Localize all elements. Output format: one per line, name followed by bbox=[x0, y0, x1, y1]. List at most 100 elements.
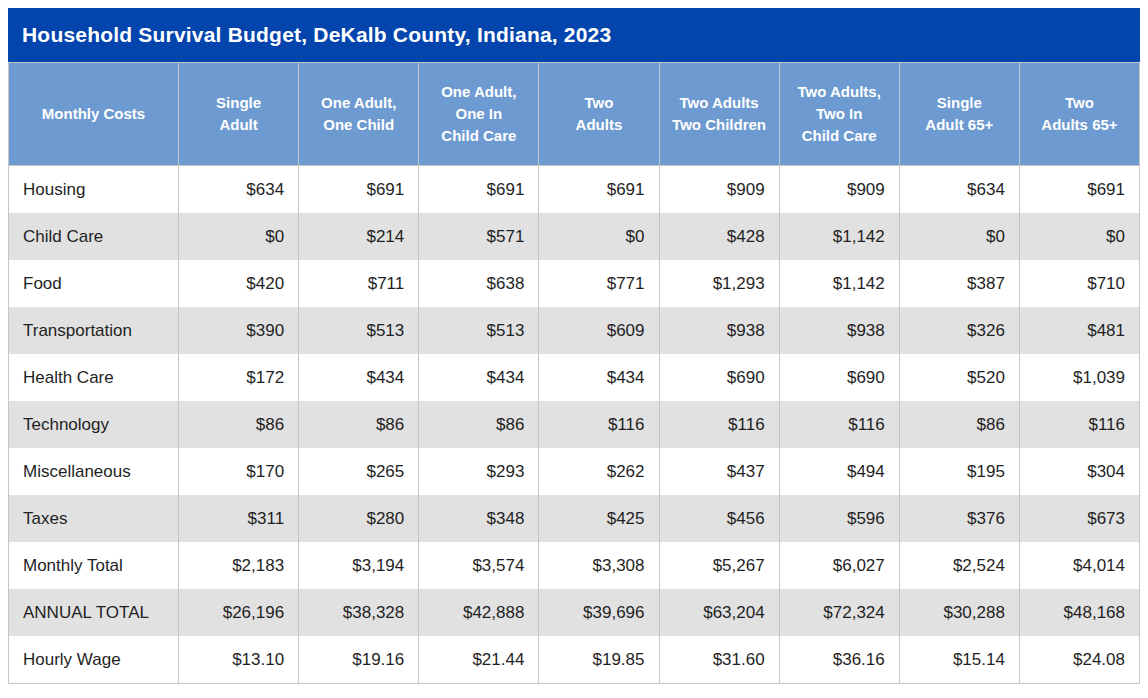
cell-value: $1,142 bbox=[779, 213, 899, 260]
cell-value: $596 bbox=[779, 495, 899, 542]
cell-value: $38,328 bbox=[299, 589, 419, 636]
cell-value: $437 bbox=[659, 448, 779, 495]
cell-value: $0 bbox=[1019, 213, 1139, 260]
row-label: ANNUAL TOTAL bbox=[9, 589, 179, 636]
cell-value: $170 bbox=[179, 448, 299, 495]
cell-value: $690 bbox=[659, 354, 779, 401]
cell-value: $280 bbox=[299, 495, 419, 542]
cell-value: $1,039 bbox=[1019, 354, 1139, 401]
cell-value: $214 bbox=[299, 213, 419, 260]
cell-value: $116 bbox=[779, 401, 899, 448]
cell-value: $86 bbox=[899, 401, 1019, 448]
table-row: Health Care$172$434$434$434$690$690$520$… bbox=[9, 354, 1140, 401]
table-row: Miscellaneous$170$265$293$262$437$494$19… bbox=[9, 448, 1140, 495]
cell-value: $0 bbox=[179, 213, 299, 260]
cell-value: $48,168 bbox=[1019, 589, 1139, 636]
table-row: ANNUAL TOTAL$26,196$38,328$42,888$39,696… bbox=[9, 589, 1140, 636]
cell-value: $513 bbox=[299, 307, 419, 354]
row-label: Health Care bbox=[9, 354, 179, 401]
cell-value: $420 bbox=[179, 260, 299, 307]
cell-value: $1,293 bbox=[659, 260, 779, 307]
row-label: Taxes bbox=[9, 495, 179, 542]
cell-value: $3,574 bbox=[419, 542, 539, 589]
cell-value: $434 bbox=[299, 354, 419, 401]
row-label: Technology bbox=[9, 401, 179, 448]
table-body: Housing$634$691$691$691$909$909$634$691C… bbox=[9, 166, 1140, 684]
cell-value: $86 bbox=[419, 401, 539, 448]
cell-value: $15.14 bbox=[899, 636, 1019, 684]
row-label: Child Care bbox=[9, 213, 179, 260]
table-row: Monthly Total$2,183$3,194$3,574$3,308$5,… bbox=[9, 542, 1140, 589]
cell-value: $3,194 bbox=[299, 542, 419, 589]
column-header: Single Adult bbox=[179, 63, 299, 166]
cell-value: $513 bbox=[419, 307, 539, 354]
cell-value: $4,014 bbox=[1019, 542, 1139, 589]
cell-value: $690 bbox=[779, 354, 899, 401]
row-label: Monthly Total bbox=[9, 542, 179, 589]
cell-value: $265 bbox=[299, 448, 419, 495]
cell-value: $0 bbox=[899, 213, 1019, 260]
cell-value: $262 bbox=[539, 448, 659, 495]
cell-value: $711 bbox=[299, 260, 419, 307]
cell-value: $428 bbox=[659, 213, 779, 260]
column-header: Single Adult 65+ bbox=[899, 63, 1019, 166]
column-header: One Adult, One Child bbox=[299, 63, 419, 166]
column-header: Monthly Costs bbox=[9, 63, 179, 166]
cell-value: $24.08 bbox=[1019, 636, 1139, 684]
cell-value: $434 bbox=[539, 354, 659, 401]
cell-value: $691 bbox=[299, 166, 419, 214]
cell-value: $6,027 bbox=[779, 542, 899, 589]
cell-value: $39,696 bbox=[539, 589, 659, 636]
column-header: One Adult, One In Child Care bbox=[419, 63, 539, 166]
table-row: Taxes$311$280$348$425$456$596$376$673 bbox=[9, 495, 1140, 542]
cell-value: $634 bbox=[179, 166, 299, 214]
row-label: Housing bbox=[9, 166, 179, 214]
row-label: Food bbox=[9, 260, 179, 307]
cell-value: $691 bbox=[1019, 166, 1139, 214]
cell-value: $21.44 bbox=[419, 636, 539, 684]
table-title: Household Survival Budget, DeKalb County… bbox=[22, 23, 611, 47]
page: Household Survival Budget, DeKalb County… bbox=[0, 0, 1148, 698]
cell-value: $456 bbox=[659, 495, 779, 542]
cell-value: $42,888 bbox=[419, 589, 539, 636]
cell-value: $36.16 bbox=[779, 636, 899, 684]
cell-value: $638 bbox=[419, 260, 539, 307]
cell-value: $387 bbox=[899, 260, 1019, 307]
column-header: Two Adults Two Children bbox=[659, 63, 779, 166]
column-header: Two Adults 65+ bbox=[1019, 63, 1139, 166]
cell-value: $86 bbox=[299, 401, 419, 448]
cell-value: $86 bbox=[179, 401, 299, 448]
cell-value: $116 bbox=[659, 401, 779, 448]
cell-value: $13.10 bbox=[179, 636, 299, 684]
table-row: Food$420$711$638$771$1,293$1,142$387$710 bbox=[9, 260, 1140, 307]
cell-value: $938 bbox=[779, 307, 899, 354]
cell-value: $909 bbox=[659, 166, 779, 214]
cell-value: $3,308 bbox=[539, 542, 659, 589]
cell-value: $293 bbox=[419, 448, 539, 495]
cell-value: $2,524 bbox=[899, 542, 1019, 589]
row-label: Miscellaneous bbox=[9, 448, 179, 495]
cell-value: $30,288 bbox=[899, 589, 1019, 636]
cell-value: $691 bbox=[419, 166, 539, 214]
cell-value: $710 bbox=[1019, 260, 1139, 307]
table-row: Transportation$390$513$513$609$938$938$3… bbox=[9, 307, 1140, 354]
cell-value: $571 bbox=[419, 213, 539, 260]
cell-value: $1,142 bbox=[779, 260, 899, 307]
table-row: Technology$86$86$86$116$116$116$86$116 bbox=[9, 401, 1140, 448]
cell-value: $63,204 bbox=[659, 589, 779, 636]
cell-value: $19.16 bbox=[299, 636, 419, 684]
cell-value: $326 bbox=[899, 307, 1019, 354]
row-label: Hourly Wage bbox=[9, 636, 179, 684]
cell-value: $5,267 bbox=[659, 542, 779, 589]
table-title-bar: Household Survival Budget, DeKalb County… bbox=[8, 8, 1140, 62]
cell-value: $390 bbox=[179, 307, 299, 354]
cell-value: $311 bbox=[179, 495, 299, 542]
cell-value: $116 bbox=[539, 401, 659, 448]
cell-value: $31.60 bbox=[659, 636, 779, 684]
cell-value: $116 bbox=[1019, 401, 1139, 448]
row-label: Transportation bbox=[9, 307, 179, 354]
cell-value: $434 bbox=[419, 354, 539, 401]
cell-value: $634 bbox=[899, 166, 1019, 214]
cell-value: $691 bbox=[539, 166, 659, 214]
column-header: Two Adults bbox=[539, 63, 659, 166]
